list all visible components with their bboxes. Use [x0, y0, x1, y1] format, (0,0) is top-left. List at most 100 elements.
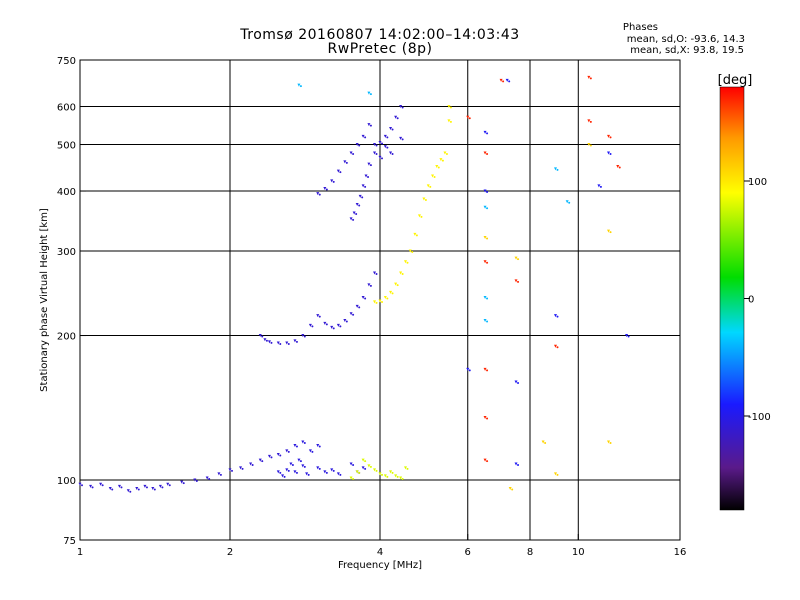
data-point — [117, 484, 121, 488]
data-point-sample — [589, 144, 592, 147]
data-point — [367, 283, 371, 287]
data-point-sample — [391, 128, 394, 131]
data-point-sample — [486, 207, 489, 210]
data-point-sample — [81, 484, 83, 487]
data-point-sample — [486, 237, 489, 240]
data-point-sample — [556, 473, 559, 476]
data-point-sample — [287, 342, 290, 345]
data-point — [394, 282, 398, 286]
data-point-sample — [618, 166, 621, 169]
data-point-sample — [511, 488, 514, 491]
data-point — [383, 296, 387, 300]
data-point-sample — [369, 164, 372, 167]
data-point-sample — [391, 153, 394, 156]
series-2 — [349, 458, 409, 480]
data-point — [373, 143, 377, 147]
x-tick-label: 16 — [674, 547, 687, 558]
data-point — [126, 489, 130, 493]
data-point — [330, 179, 334, 183]
y-tick-label: 600 — [57, 103, 76, 114]
data-point-sample — [311, 325, 314, 328]
data-point-sample — [325, 471, 328, 474]
data-point-sample — [424, 199, 427, 202]
colorbar — [719, 86, 745, 511]
chart-title-line2: RwPretec (8p) — [327, 41, 433, 57]
data-point — [413, 232, 417, 236]
data-point-sample — [449, 106, 452, 109]
data-point — [297, 83, 301, 87]
data-point-sample — [396, 475, 399, 478]
data-point-sample — [303, 465, 306, 468]
data-point-sample — [468, 369, 471, 372]
data-point-sample — [318, 315, 321, 318]
x-tick-label: 10 — [572, 547, 585, 558]
data-point-sample — [270, 456, 273, 459]
x-tick-label: 8 — [527, 547, 533, 558]
data-point-sample — [287, 469, 290, 472]
data-point — [378, 140, 382, 144]
y-tick-label: 75 — [63, 536, 76, 547]
data-point — [258, 458, 262, 462]
data-point-sample — [318, 467, 321, 470]
data-point-sample — [517, 280, 520, 283]
y-axis-label: Stationary phase Virtual Height [km] — [39, 208, 50, 392]
data-point-sample — [265, 339, 268, 342]
data-point-sample — [325, 188, 328, 191]
data-point — [301, 440, 305, 444]
data-point — [625, 334, 629, 338]
data-point-sample — [420, 215, 423, 218]
data-point-sample — [401, 272, 404, 275]
colorbar-tick-label: -100 — [748, 412, 771, 423]
data-point — [553, 344, 557, 348]
data-point-sample — [358, 204, 361, 207]
series-0 — [78, 449, 290, 493]
data-point — [330, 325, 334, 329]
data-point — [514, 256, 518, 260]
data-point — [483, 318, 487, 322]
data-point — [361, 134, 365, 138]
data-point — [276, 453, 280, 457]
data-point-sample — [486, 153, 489, 156]
data-point — [399, 476, 403, 480]
data-point-sample — [364, 185, 367, 188]
data-point — [108, 487, 112, 491]
data-point-sample — [508, 80, 511, 83]
data-point — [607, 229, 611, 233]
data-point-sample — [129, 490, 132, 493]
data-point — [514, 279, 518, 283]
data-point-sample — [381, 142, 383, 145]
data-point — [361, 458, 365, 462]
data-point-sample — [299, 460, 302, 463]
data-point-sample — [375, 144, 378, 147]
data-point — [364, 174, 368, 178]
data-point-sample — [345, 161, 348, 164]
data-point — [249, 462, 253, 466]
data-point — [514, 380, 518, 384]
data-point-sample — [381, 473, 383, 476]
data-point-sample — [208, 477, 211, 480]
data-point — [466, 367, 470, 371]
data-point-sample — [287, 450, 290, 453]
data-point — [316, 192, 320, 196]
data-point — [587, 119, 591, 123]
data-point — [541, 440, 545, 444]
data-point — [285, 449, 289, 453]
data-point — [263, 338, 267, 342]
data-point — [352, 211, 356, 215]
data-point — [293, 444, 297, 448]
data-point-sample — [358, 144, 361, 147]
data-point-sample — [486, 191, 489, 194]
data-point-sample — [299, 85, 302, 88]
data-point-sample — [445, 153, 448, 156]
data-point — [78, 482, 82, 486]
data-point — [483, 130, 487, 134]
data-point — [301, 464, 305, 468]
data-point-sample — [251, 463, 254, 466]
series-3 — [258, 271, 378, 345]
data-point-sample — [137, 488, 140, 491]
data-point-sample — [406, 261, 409, 264]
data-point-sample — [386, 297, 389, 300]
data-point — [349, 151, 353, 155]
data-point — [514, 462, 518, 466]
data-point-sample — [517, 463, 520, 466]
